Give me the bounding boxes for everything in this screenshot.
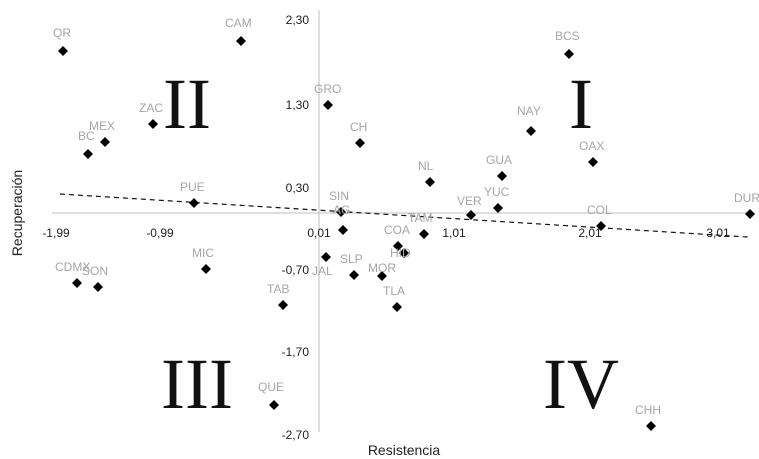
data-point-tab (278, 300, 288, 310)
quadrant-labels: II I III IV (161, 64, 619, 424)
data-point-pue (189, 198, 199, 208)
data-point-cdmx (72, 278, 82, 288)
data-label-que: QUE (258, 380, 284, 394)
data-point-zac (148, 119, 158, 129)
quadrant-label-iii: III (161, 344, 233, 424)
data-label-hid: HID (390, 246, 411, 260)
data-point-slp (349, 270, 359, 280)
x-tick-label: 1,01 (442, 226, 466, 240)
data-label-tla: TLA (383, 284, 405, 298)
data-label-qr: QR (53, 26, 71, 40)
data-point-ag (338, 225, 348, 235)
quadrant-label-ii: II (163, 64, 211, 144)
data-label-mic: MIC (192, 246, 214, 260)
data-label-zac: ZAC (139, 101, 163, 115)
data-label-jal: JAL (312, 264, 333, 278)
data-point-gua (497, 171, 507, 181)
x-tick-label: 0,01 (307, 226, 331, 240)
x-axis-title: Resistencia (368, 442, 441, 458)
data-point-sin (336, 207, 346, 217)
y-tick-label: -2,70 (282, 428, 310, 442)
data-label-mor: MOR (368, 261, 396, 275)
x-tick-label: -0,99 (146, 226, 174, 240)
data-point-ver (466, 210, 476, 220)
y-tick-label: 1,30 (286, 98, 310, 112)
data-label-ver: VER (457, 194, 482, 208)
y-tick-label: 2,30 (286, 13, 310, 27)
data-label-nay: NAY (517, 104, 541, 118)
data-label-coa: COA (384, 223, 410, 237)
data-point-que (269, 400, 279, 410)
data-point-cam (236, 36, 246, 46)
axes (52, 10, 755, 432)
x-tick-label: 3,01 (706, 226, 730, 240)
data-label-slp: SLP (340, 252, 363, 266)
data-label-gua: GUA (486, 153, 512, 167)
data-point-nl (425, 177, 435, 187)
data-label-tab: TAB (267, 282, 289, 296)
data-point-mor (377, 271, 387, 281)
data-point-col (596, 221, 606, 231)
data-point-ch (355, 138, 365, 148)
data-point-mex (100, 137, 110, 147)
data-label-gro: GRO (314, 82, 341, 96)
data-point-oax (588, 157, 598, 167)
trendline-path (59, 193, 749, 238)
x-tick-label: -1,99 (42, 226, 70, 240)
data-label-bcs: BCS (555, 29, 580, 43)
quadrant-label-i: I (569, 64, 593, 144)
data-label-cam: CAM (225, 16, 252, 30)
data-label-tam: TAM (408, 211, 432, 225)
data-label-col: COL (587, 203, 612, 217)
data-point-son (93, 282, 103, 292)
data-point-tam (419, 229, 429, 239)
data-label-yuc: YUC (484, 185, 510, 199)
data-label-nl: NL (418, 159, 434, 173)
data-point-tla (392, 302, 402, 312)
data-point-nay (526, 126, 536, 136)
tick-labels: 2,30 1,30 0,30 -0,70 -1,70 -2,70 -1,99 -0,99 0,0… (42, 13, 730, 442)
y-tick-label: -1,70 (282, 345, 310, 359)
data-point-qr (58, 46, 68, 56)
data-point-mic (201, 264, 211, 274)
trendline (59, 193, 749, 238)
data-label-pue: PUE (180, 180, 205, 194)
data-point-chh (646, 421, 656, 431)
data-label-sin: SIN (329, 189, 349, 203)
data-label-dur: DUR (734, 191, 759, 205)
data-label-ch: CH (350, 120, 367, 134)
data-label-cdmx: CDMX (55, 260, 90, 274)
data-point-hid (399, 248, 409, 258)
data-point-yuc (493, 203, 503, 213)
data-label-oax: OAX (579, 139, 604, 153)
y-tick-label: 0,30 (286, 181, 310, 195)
data-point-jal (321, 252, 331, 262)
y-axis-title: Recuperación (9, 170, 25, 256)
data-label-bc: BC (78, 129, 95, 143)
data-point-bcs (564, 49, 574, 59)
data-label-ag: AG (333, 203, 350, 217)
data-point-gro (323, 100, 333, 110)
y-tick-label: -0,70 (282, 263, 310, 277)
data-label-mex: MEX (89, 119, 115, 133)
data-label-chh: CHH (635, 403, 661, 417)
data-point-bc (83, 149, 93, 159)
data-label-son: SON (82, 264, 108, 278)
data-point-dur (745, 209, 755, 219)
quadrant-label-iv: IV (543, 344, 619, 424)
data-point-coa (393, 241, 403, 251)
x-tick-label: 2,01 (578, 226, 602, 240)
